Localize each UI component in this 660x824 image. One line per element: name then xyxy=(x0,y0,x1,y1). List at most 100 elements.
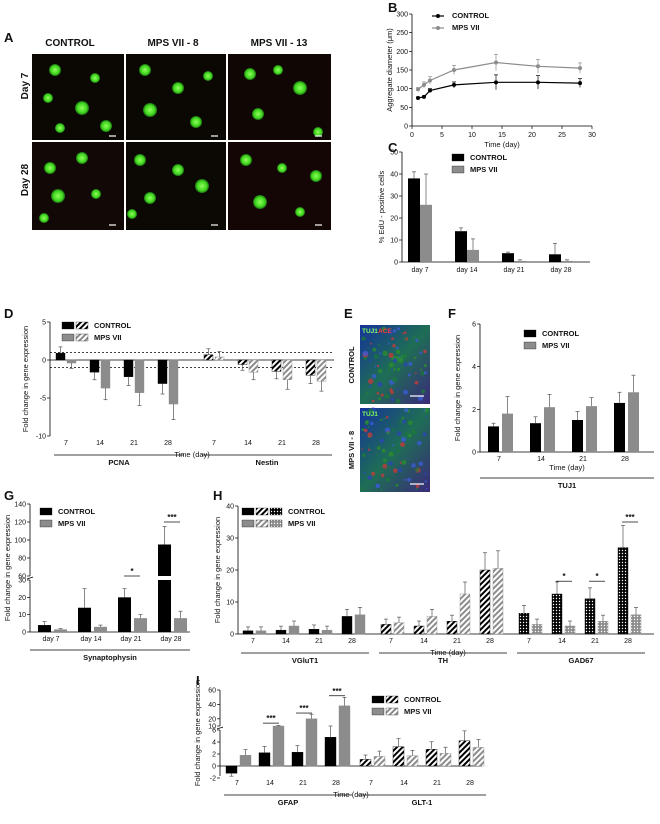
bar-nestin-mps xyxy=(316,359,327,382)
y-tick-label: 10 xyxy=(208,724,216,731)
x-tick-label: 5 xyxy=(440,132,444,139)
confocal-spot xyxy=(375,484,379,488)
bar-synaptophysin-control xyxy=(158,544,171,632)
x-tick-label: 14 xyxy=(420,638,428,645)
data-point xyxy=(422,94,426,99)
data-point xyxy=(536,80,540,85)
spheroid xyxy=(203,71,213,81)
x-tick-label: day 7 xyxy=(42,636,59,643)
x-tick-label: 7 xyxy=(235,780,239,787)
spheroid xyxy=(277,163,287,173)
bar-gad67-control xyxy=(617,547,629,635)
y-tick-label: -5 xyxy=(40,396,46,403)
y-tick-label: 6 xyxy=(472,322,476,329)
confocal-spot xyxy=(369,385,372,388)
x-axis-label: Time (day) xyxy=(333,790,369,799)
confocal-spot xyxy=(392,377,398,383)
legend-swatch xyxy=(255,507,269,516)
confocal-spot xyxy=(404,408,409,413)
confocal-spot xyxy=(424,472,428,476)
x-tick-label: 14 xyxy=(244,440,252,447)
group-label: PCNA xyxy=(108,458,130,467)
y-tick-label: 30 xyxy=(18,578,26,585)
spheroid xyxy=(143,103,157,117)
x-tick-label: day 28 xyxy=(550,267,571,274)
confocal-spot xyxy=(378,343,381,346)
legend-swatch xyxy=(39,519,53,528)
confocal-spot xyxy=(424,371,427,375)
bar-pcna-mps xyxy=(66,359,77,364)
bar-synaptophysin-control xyxy=(118,597,131,632)
x-tick-label: 28 xyxy=(312,440,320,447)
panel-e-label: E xyxy=(344,306,353,321)
legend-label: CONTROL xyxy=(542,329,579,338)
bar-control xyxy=(549,254,561,262)
legend-label: MPS VII xyxy=(470,165,498,174)
series-line-control xyxy=(417,81,581,99)
confocal-spot xyxy=(380,418,383,422)
confocal-spot xyxy=(418,461,424,467)
confocal-spot xyxy=(411,429,417,435)
x-tick-label: 21 xyxy=(130,440,138,447)
confocal-spot xyxy=(391,367,394,370)
y-tick-label: 120 xyxy=(14,520,26,527)
x-tick-label: day 28 xyxy=(160,636,181,643)
confocal-spot xyxy=(386,477,391,483)
confocal-spot xyxy=(366,392,368,394)
data-point xyxy=(422,82,426,87)
y-tick-label: 300 xyxy=(396,12,408,19)
confocal-spot xyxy=(396,388,399,391)
x-tick-label: 7 xyxy=(251,638,255,645)
panel-c-label: C xyxy=(388,140,398,155)
legend-swatch xyxy=(241,519,255,528)
confocal-spot xyxy=(368,378,374,384)
confocal-spot xyxy=(391,337,394,341)
bar-nestin-mps xyxy=(214,356,225,361)
spheroid xyxy=(310,170,322,182)
confocal-spot xyxy=(393,367,396,371)
panel-b-label: B xyxy=(388,0,397,15)
bar-gfap-control xyxy=(225,765,238,774)
bar-mps xyxy=(561,260,573,262)
legend-swatch xyxy=(255,519,269,528)
x-tick-label: day 7 xyxy=(411,267,428,274)
confocal-spot xyxy=(376,364,380,368)
bar-th-mps xyxy=(492,568,504,635)
bar-pcna-mps xyxy=(100,359,111,389)
spheroid xyxy=(55,123,65,133)
confocal-spot xyxy=(387,430,390,433)
bar-pcna-control xyxy=(123,359,134,377)
y-tick-label: 5 xyxy=(42,320,46,327)
spheroid xyxy=(244,68,256,80)
confocal-spot xyxy=(367,475,373,480)
confocal-spot xyxy=(393,468,398,474)
confocal-spot xyxy=(382,350,388,356)
legend-label: MPS VII xyxy=(58,519,86,528)
confocal-spot xyxy=(364,420,369,425)
confocal-spot xyxy=(370,421,374,426)
confocal-spot xyxy=(363,428,368,433)
x-tick-label: 14 xyxy=(96,440,104,447)
legend-label: CONTROL xyxy=(404,695,441,704)
confocal-spot xyxy=(373,354,379,359)
confocal-spot xyxy=(384,393,390,399)
bar-tuj1-control xyxy=(572,420,583,452)
x-tick-label: 28 xyxy=(332,780,340,787)
bar-nestin-control xyxy=(237,359,248,365)
bar-glt-1-mps xyxy=(439,753,452,767)
spheroid xyxy=(240,154,252,166)
spheroid xyxy=(49,64,61,76)
confocal-spot xyxy=(368,359,372,362)
bar-tuj1-mps xyxy=(502,413,513,452)
significance-mark: *** xyxy=(266,714,276,723)
y-axis-label: Aggregate diameter (μm) xyxy=(385,28,394,112)
panel-a-label: A xyxy=(4,30,14,45)
x-tick-label: 7 xyxy=(369,780,373,787)
bar-gad67-control xyxy=(518,613,530,635)
x-axis-label: Time (day) xyxy=(549,463,585,472)
bar-th-mps xyxy=(393,622,405,635)
confocal-spot xyxy=(401,419,406,424)
bar-gfap-mps xyxy=(272,725,285,767)
confocal-spot xyxy=(367,445,370,448)
